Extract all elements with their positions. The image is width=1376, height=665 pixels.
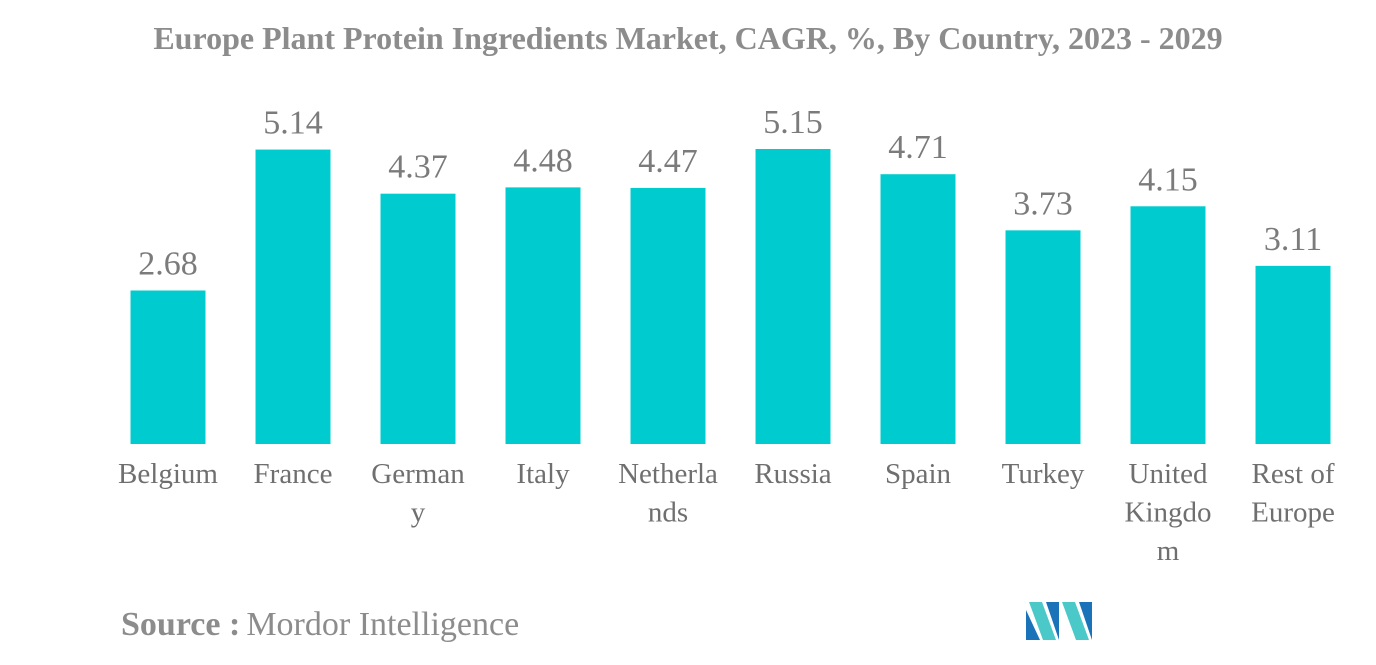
bar-chart: 2.68 5.14 4.37 4.48 4.47 5.15 4.71 3.73 4.15 3.11… [118, 104, 1335, 567]
bars-layer [130, 149, 1331, 444]
bar-italy [505, 187, 581, 444]
category-label: Italy [516, 458, 570, 490]
bar-russia [755, 149, 831, 444]
data-label: 2.68 [138, 245, 198, 282]
category-label: Spain [885, 458, 952, 490]
data-labels-layer: 2.68 5.14 4.37 4.48 4.47 5.15 4.71 3.73 4.15 3.11 [138, 104, 1322, 282]
chart-title: Europe Plant Protein Ingredients Market,… [153, 20, 1223, 56]
bar-rest-of-europe [1255, 265, 1331, 444]
category-label: Netherla nds [618, 458, 718, 529]
bar-belgium [130, 290, 206, 444]
data-label: 4.48 [513, 142, 573, 179]
data-label: 4.71 [888, 129, 948, 166]
category-label: France [254, 458, 333, 490]
bar-netherlands [630, 187, 706, 444]
category-label: Belgium [118, 458, 218, 490]
data-label: 3.73 [1013, 185, 1073, 222]
data-label: 4.15 [1138, 161, 1198, 198]
bar-spain [880, 174, 956, 444]
category-label: Turkey [1002, 458, 1085, 490]
category-label: Russia [754, 458, 831, 490]
data-label: 4.47 [638, 143, 698, 180]
source-value: Mordor Intelligence [246, 606, 520, 643]
mordor-intelligence-logo-icon [1026, 602, 1092, 640]
bar-france [255, 149, 331, 444]
data-label: 5.15 [763, 104, 823, 141]
bar-germany [380, 193, 456, 444]
source-line: Source : Mordor Intelligence [121, 606, 519, 644]
data-label: 3.11 [1264, 221, 1322, 258]
category-label: German y [371, 458, 465, 529]
data-label: 4.37 [388, 149, 448, 186]
category-label: United Kingdo m [1125, 458, 1212, 567]
data-label: 5.14 [263, 105, 323, 142]
category-label: Rest of Europe [1251, 458, 1335, 529]
bar-turkey [1005, 230, 1081, 444]
bar-united-kingdom [1130, 206, 1206, 444]
category-labels-layer: Belgium France German y Italy Netherla nds Russ… [118, 458, 1335, 567]
source-label: Source : [121, 606, 241, 643]
